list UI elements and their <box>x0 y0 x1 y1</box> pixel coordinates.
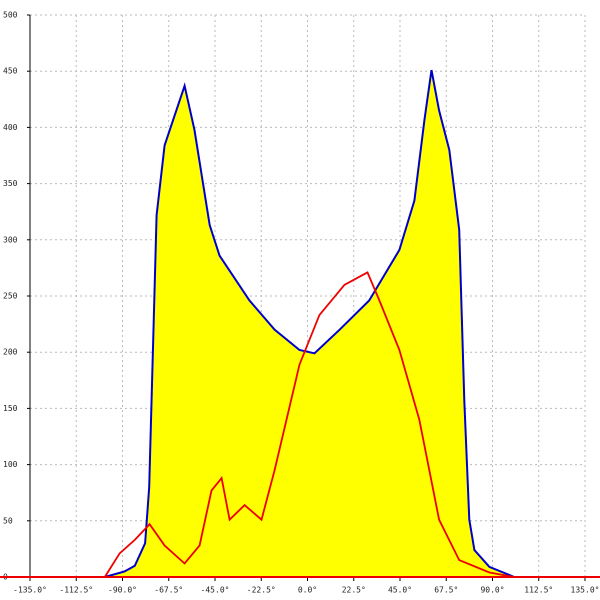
y-tick-label: 400 <box>3 123 18 132</box>
y-tick-label: 150 <box>3 404 18 413</box>
x-tick-label: 112.5° <box>524 586 553 595</box>
x-tick-label: -90.0° <box>108 586 137 595</box>
y-tick-label: 200 <box>3 348 18 357</box>
x-tick-label: -45.0° <box>201 586 230 595</box>
y-tick-label: 100 <box>3 460 18 469</box>
y-tick-label: 350 <box>3 179 18 188</box>
y-tick-label: 300 <box>3 235 18 244</box>
x-tick-label: 45.0° <box>388 586 412 595</box>
x-tick-label: 22.5° <box>342 586 366 595</box>
area <box>104 69 515 578</box>
x-tick-label: -112.5° <box>59 586 93 595</box>
x-tick-label: 135.0° <box>571 586 600 595</box>
line <box>104 271 515 578</box>
x-tick-label: -67.5° <box>154 586 183 595</box>
y-tick-label: 250 <box>3 292 18 301</box>
x-tick-label: -135.0° <box>13 586 47 595</box>
x-tick-label: 90.0° <box>480 586 504 595</box>
y-tick-label: 450 <box>3 67 18 76</box>
x-tick-label: 67.5° <box>434 586 458 595</box>
y-tick-label: 50 <box>3 516 13 525</box>
x-tick-label: -22.5° <box>247 586 276 595</box>
x-tick-label: 0.0° <box>298 586 317 595</box>
y-tick-label: 500 <box>3 11 18 20</box>
